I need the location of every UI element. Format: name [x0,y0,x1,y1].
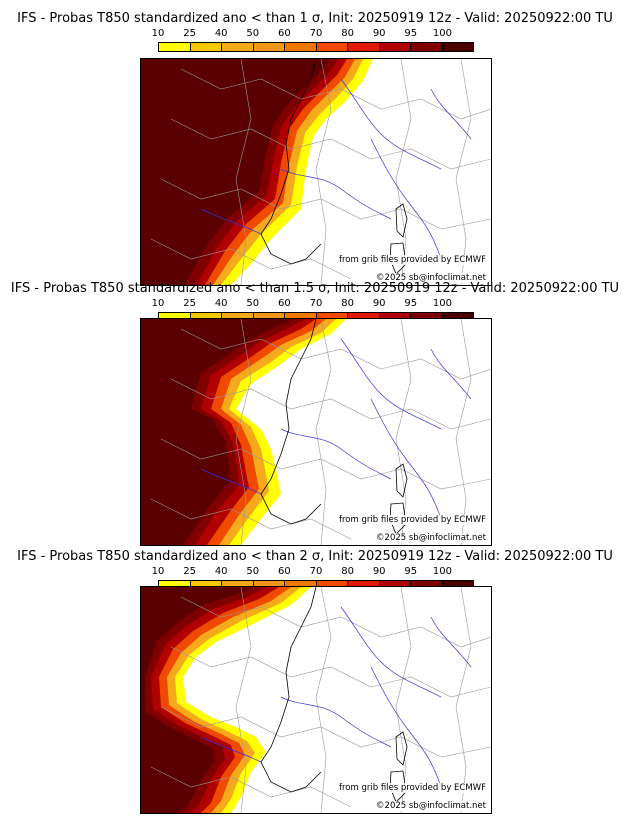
colorbar-segment [159,313,191,321]
colorbar-segment [222,313,254,321]
colorbar-tick-label: 80 [341,28,354,39]
colorbar-segment [222,43,254,51]
colorbar [158,312,474,322]
credit-source: from grib files provided by ECMWF [338,515,487,525]
colorbar-segment [316,581,348,589]
colorbar-tick-label: 50 [246,298,260,309]
colorbar-segment [442,43,473,51]
colorbar-segment [379,313,411,321]
colorbar-segment [316,43,348,51]
coastline [260,319,322,525]
credit-copyright: ©2025 sb@infoclimat.net [375,801,487,811]
credit-copyright: ©2025 sb@infoclimat.net [375,533,487,543]
colorbar-tick-label: 50 [246,566,260,577]
colorbar-segment [442,313,473,321]
colorbar-segment [253,581,285,589]
colorbar-segment [159,581,191,589]
colorbar-tick-label: 90 [372,28,386,39]
probability-field [141,319,296,545]
colorbar [158,42,474,52]
colorbar-tick-label: 50 [246,28,260,39]
colorbar-tick-label: 10 [151,28,165,39]
probability-field [141,587,255,813]
rivers [200,78,472,260]
rivers [200,338,472,520]
colorbar-tick-label: 95 [404,566,418,577]
colorbar-segment [348,581,380,589]
panel-title: IFS - Probas T850 standardized ano < tha… [17,11,613,26]
rivers [200,606,472,788]
probability-field [141,59,331,285]
colorbar-segment [190,581,222,589]
colorbar-tick-label: 25 [183,298,196,309]
probability-map: from grib files provided by ECMWF ©2025 … [140,318,492,546]
corsica [395,203,408,238]
colorbar-segment [348,43,380,51]
credit-source: from grib files provided by ECMWF [338,255,487,265]
colorbar-tick-label: 70 [309,298,323,309]
map-svg [141,59,491,285]
colorbar-segment [379,581,411,589]
credit-source: from grib files provided by ECMWF [338,783,487,793]
colorbar-tick-label: 80 [341,566,354,577]
colorbar-segment [222,581,254,589]
colorbar-tick-label: 40 [214,566,228,577]
map-svg [141,587,491,813]
colorbar-tick-label: 25 [183,566,196,577]
credit-copyright: ©2025 sb@infoclimat.net [375,273,487,283]
colorbar-tick-label: 25 [183,28,196,39]
colorbar-segment [159,43,191,51]
corsica [395,463,408,498]
colorbar-tick-label: 10 [151,298,165,309]
colorbar-segment [253,313,285,321]
colorbar-tick-label: 90 [372,566,386,577]
country-borders [150,587,491,813]
colorbar-tick-label: 100 [432,566,452,577]
panel-title: IFS - Probas T850 standardized ano < tha… [17,549,613,564]
colorbar-tick-label: 100 [432,28,452,39]
colorbar-tick-label: 60 [278,566,291,577]
colorbar-segment [253,43,285,51]
map-panel-1: IFS - Probas T850 standardized ano < tha… [0,11,630,286]
coastline [260,587,322,793]
colorbar-segment [411,313,443,321]
corsica [395,731,408,766]
colorbar-tick-label: 10 [151,566,165,577]
colorbar-segment [285,43,317,51]
colorbar-segment [285,313,317,321]
coastline [260,59,322,265]
colorbar-segment [348,313,380,321]
panel-title: IFS - Probas T850 standardized ano < tha… [10,281,620,296]
colorbar-segment [442,581,473,589]
colorbar-tick-label: 80 [341,298,354,309]
probability-map: from grib files provided by ECMWF ©2025 … [140,58,492,286]
colorbar-segment [190,313,222,321]
colorbar-tick-label: 40 [214,298,228,309]
colorbar-tick-label: 95 [404,28,418,39]
colorbar-tick-label: 90 [372,298,386,309]
map-svg [141,319,491,545]
colorbar-tick-label: 70 [309,566,323,577]
colorbar-tick-label: 70 [309,28,323,39]
colorbar-segment [411,43,443,51]
colorbar-segment [190,43,222,51]
colorbar-tick-label: 40 [214,28,228,39]
colorbar-tick-label: 60 [278,28,291,39]
colorbar-segment [379,43,411,51]
colorbar-tick-label: 100 [432,298,452,309]
colorbar-tick-label: 95 [404,298,418,309]
map-panel-2: IFS - Probas T850 standardized ano < tha… [0,281,630,549]
colorbar-segment [411,581,443,589]
colorbar-segment [285,581,317,589]
colorbar-segment [316,313,348,321]
map-panel-3: IFS - Probas T850 standardized ano < tha… [0,549,630,817]
probability-map: from grib files provided by ECMWF ©2025 … [140,586,492,814]
colorbar-tick-label: 60 [278,298,291,309]
